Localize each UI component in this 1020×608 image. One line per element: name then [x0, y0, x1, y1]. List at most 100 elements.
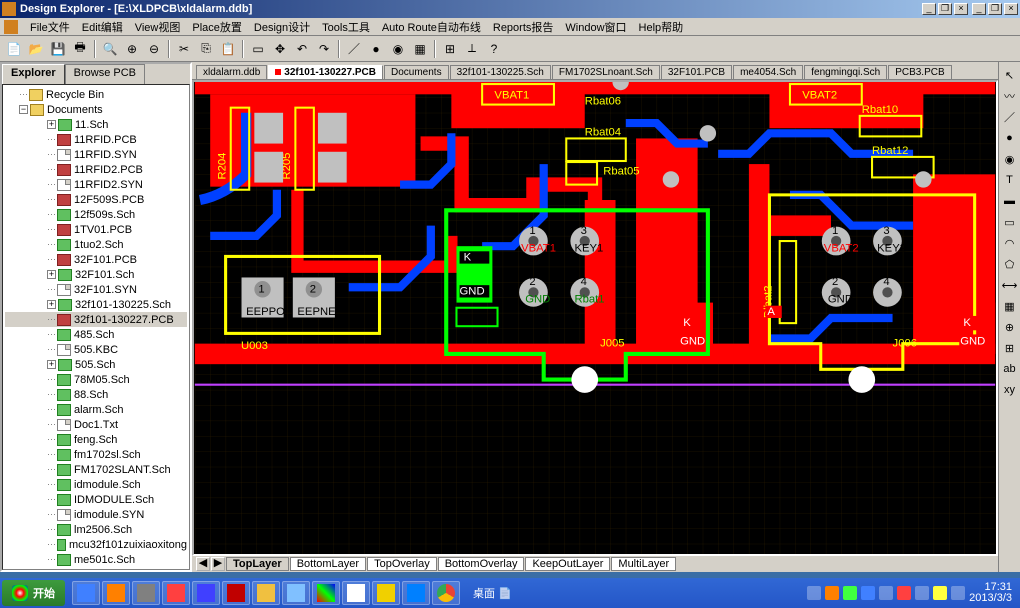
- tree-file[interactable]: ⋯32f101-130227.PCB: [5, 312, 187, 327]
- pcb-canvas[interactable]: K GND 1 2 EEPPO EEPNE R204: [192, 80, 998, 556]
- array-tool[interactable]: ⊞: [1001, 339, 1019, 357]
- tray-icon[interactable]: [915, 586, 929, 600]
- origin-tool[interactable]: ⊕: [1001, 318, 1019, 336]
- tray-icon[interactable]: [843, 586, 857, 600]
- zoom-out-button[interactable]: ⊖: [144, 39, 164, 59]
- task-app-10[interactable]: [342, 581, 370, 605]
- measure-button[interactable]: ⟂: [462, 39, 482, 59]
- tree-file[interactable]: ⋯11RFID2.PCB: [5, 162, 187, 177]
- layer-tab-toplayer[interactable]: TopLayer: [226, 557, 289, 571]
- place-line-button[interactable]: ／: [344, 39, 364, 59]
- taskbar-clock[interactable]: 17:31 2013/3/3: [969, 582, 1012, 604]
- tree-file[interactable]: ⋯fm1702sl.Sch: [5, 447, 187, 462]
- doc-tab[interactable]: fengmingqi.Sch: [804, 65, 887, 79]
- rect-tool[interactable]: ▭: [1001, 213, 1019, 231]
- tray-icon[interactable]: [861, 586, 875, 600]
- layer-tab-keepoutlayer[interactable]: KeepOutLayer: [525, 557, 610, 571]
- tree-file[interactable]: ⋯1tuo2.Sch: [5, 237, 187, 252]
- close-button[interactable]: ×: [1004, 3, 1018, 15]
- tree-file[interactable]: ⋯lm2506.Sch: [5, 522, 187, 537]
- tree-file[interactable]: ⋯FM1702SLANT.Sch: [5, 462, 187, 477]
- select-button[interactable]: ▭: [248, 39, 268, 59]
- cut-button[interactable]: ✂: [174, 39, 194, 59]
- layer-tab-multilayer[interactable]: MultiLayer: [611, 557, 676, 571]
- layer-tab-topoverlay[interactable]: TopOverlay: [367, 557, 437, 571]
- menu-window[interactable]: Window窗口: [559, 17, 632, 37]
- tray-icon[interactable]: [897, 586, 911, 600]
- tray-icon[interactable]: [807, 586, 821, 600]
- tray-icon[interactable]: [825, 586, 839, 600]
- mdi-restore-button[interactable]: ❐: [938, 3, 952, 15]
- string-tool[interactable]: ab: [1001, 360, 1019, 378]
- tree-file[interactable]: ⋯alarm.Sch: [5, 402, 187, 417]
- tree-file[interactable]: ⋯12F509S.PCB: [5, 192, 187, 207]
- tree-file[interactable]: ⋯mcu32f101zuixiaoxitong: [5, 537, 187, 552]
- copy-button[interactable]: ⎘: [196, 39, 216, 59]
- tree-file[interactable]: +32f101-130225.Sch: [5, 297, 187, 312]
- tree-file[interactable]: ⋯PCB1.PCB: [5, 567, 187, 570]
- doc-tab[interactable]: PCB3.PCB: [888, 65, 951, 79]
- maximize-button[interactable]: ❐: [988, 3, 1002, 15]
- tray-icon[interactable]: [879, 586, 893, 600]
- tree-file[interactable]: +505.Sch: [5, 357, 187, 372]
- doc-tab[interactable]: 32F101.PCB: [661, 65, 732, 79]
- layer-tab-bottomoverlay[interactable]: BottomOverlay: [438, 557, 525, 571]
- layer-scroll-right[interactable]: ▶: [211, 557, 225, 571]
- tree-file[interactable]: ⋯idmodule.SYN: [5, 507, 187, 522]
- place-pad-button[interactable]: ●: [366, 39, 386, 59]
- task-app-3[interactable]: [132, 581, 160, 605]
- menu-design[interactable]: Design设计: [248, 17, 316, 37]
- menu-help[interactable]: Help帮助: [633, 17, 690, 37]
- menu-tools[interactable]: Tools工具: [316, 17, 376, 37]
- tree-file[interactable]: ⋯485.Sch: [5, 327, 187, 342]
- arc-tool[interactable]: ◠: [1001, 234, 1019, 252]
- tree-file[interactable]: ⋯32F101.PCB: [5, 252, 187, 267]
- menu-autoroute[interactable]: Auto Route自动布线: [376, 17, 487, 37]
- desktop-label[interactable]: 桌面 📄: [473, 585, 512, 601]
- help-button[interactable]: ?: [484, 39, 504, 59]
- save-button[interactable]: 💾: [48, 39, 68, 59]
- comp-tool[interactable]: ▦: [1001, 297, 1019, 315]
- print-button[interactable]: 🖶: [70, 39, 90, 59]
- poly-tool[interactable]: ⬠: [1001, 255, 1019, 273]
- dim-tool[interactable]: ⟷: [1001, 276, 1019, 294]
- task-app-8[interactable]: [282, 581, 310, 605]
- tree-file[interactable]: ⋯32F101.SYN: [5, 282, 187, 297]
- project-tree[interactable]: ⋯Recycle Bin −Documents +11.Sch⋯11RFID.P…: [2, 84, 190, 570]
- doc-tab[interactable]: FM1702SLnoant.Sch: [552, 65, 660, 79]
- open-button[interactable]: 📂: [26, 39, 46, 59]
- tree-file[interactable]: +11.Sch: [5, 117, 187, 132]
- tree-documents-folder[interactable]: −Documents: [5, 102, 187, 117]
- layer-tab-bottomlayer[interactable]: BottomLayer: [290, 557, 366, 571]
- tree-file[interactable]: ⋯11RFID2.SYN: [5, 177, 187, 192]
- doc-tab[interactable]: me4054.Sch: [733, 65, 803, 79]
- line-tool[interactable]: ／: [1001, 108, 1019, 126]
- tree-file[interactable]: ⋯me501c.Sch: [5, 552, 187, 567]
- track-tool[interactable]: 〰: [1001, 87, 1019, 105]
- tree-file[interactable]: ⋯11RFID.SYN: [5, 147, 187, 162]
- undo-button[interactable]: ↶: [292, 39, 312, 59]
- tree-file[interactable]: ⋯88.Sch: [5, 387, 187, 402]
- tree-file[interactable]: ⋯12f509s.Sch: [5, 207, 187, 222]
- cursor-tool[interactable]: ↖: [1001, 66, 1019, 84]
- menu-reports[interactable]: Reports报告: [487, 17, 560, 37]
- menu-edit[interactable]: Edit编辑: [76, 17, 129, 37]
- tree-file[interactable]: +32F101.Sch: [5, 267, 187, 282]
- place-comp-button[interactable]: ▦: [410, 39, 430, 59]
- coord-tool[interactable]: xy: [1001, 381, 1019, 399]
- task-app-9[interactable]: [312, 581, 340, 605]
- layer-scroll-left[interactable]: ◀: [196, 557, 210, 571]
- menu-app-icon[interactable]: [4, 20, 18, 34]
- doc-tab[interactable]: 32f101-130225.Sch: [450, 65, 551, 79]
- task-app-12[interactable]: [402, 581, 430, 605]
- menu-place[interactable]: Place放置: [186, 17, 248, 37]
- paste-button[interactable]: 📋: [218, 39, 238, 59]
- doc-tab[interactable]: 32f101-130227.PCB: [268, 65, 383, 79]
- task-app-1[interactable]: [72, 581, 100, 605]
- task-app-6[interactable]: [222, 581, 250, 605]
- move-button[interactable]: ✥: [270, 39, 290, 59]
- task-app-5[interactable]: [192, 581, 220, 605]
- redo-button[interactable]: ↷: [314, 39, 334, 59]
- pad-tool[interactable]: ●: [1001, 129, 1019, 147]
- task-app-11[interactable]: [372, 581, 400, 605]
